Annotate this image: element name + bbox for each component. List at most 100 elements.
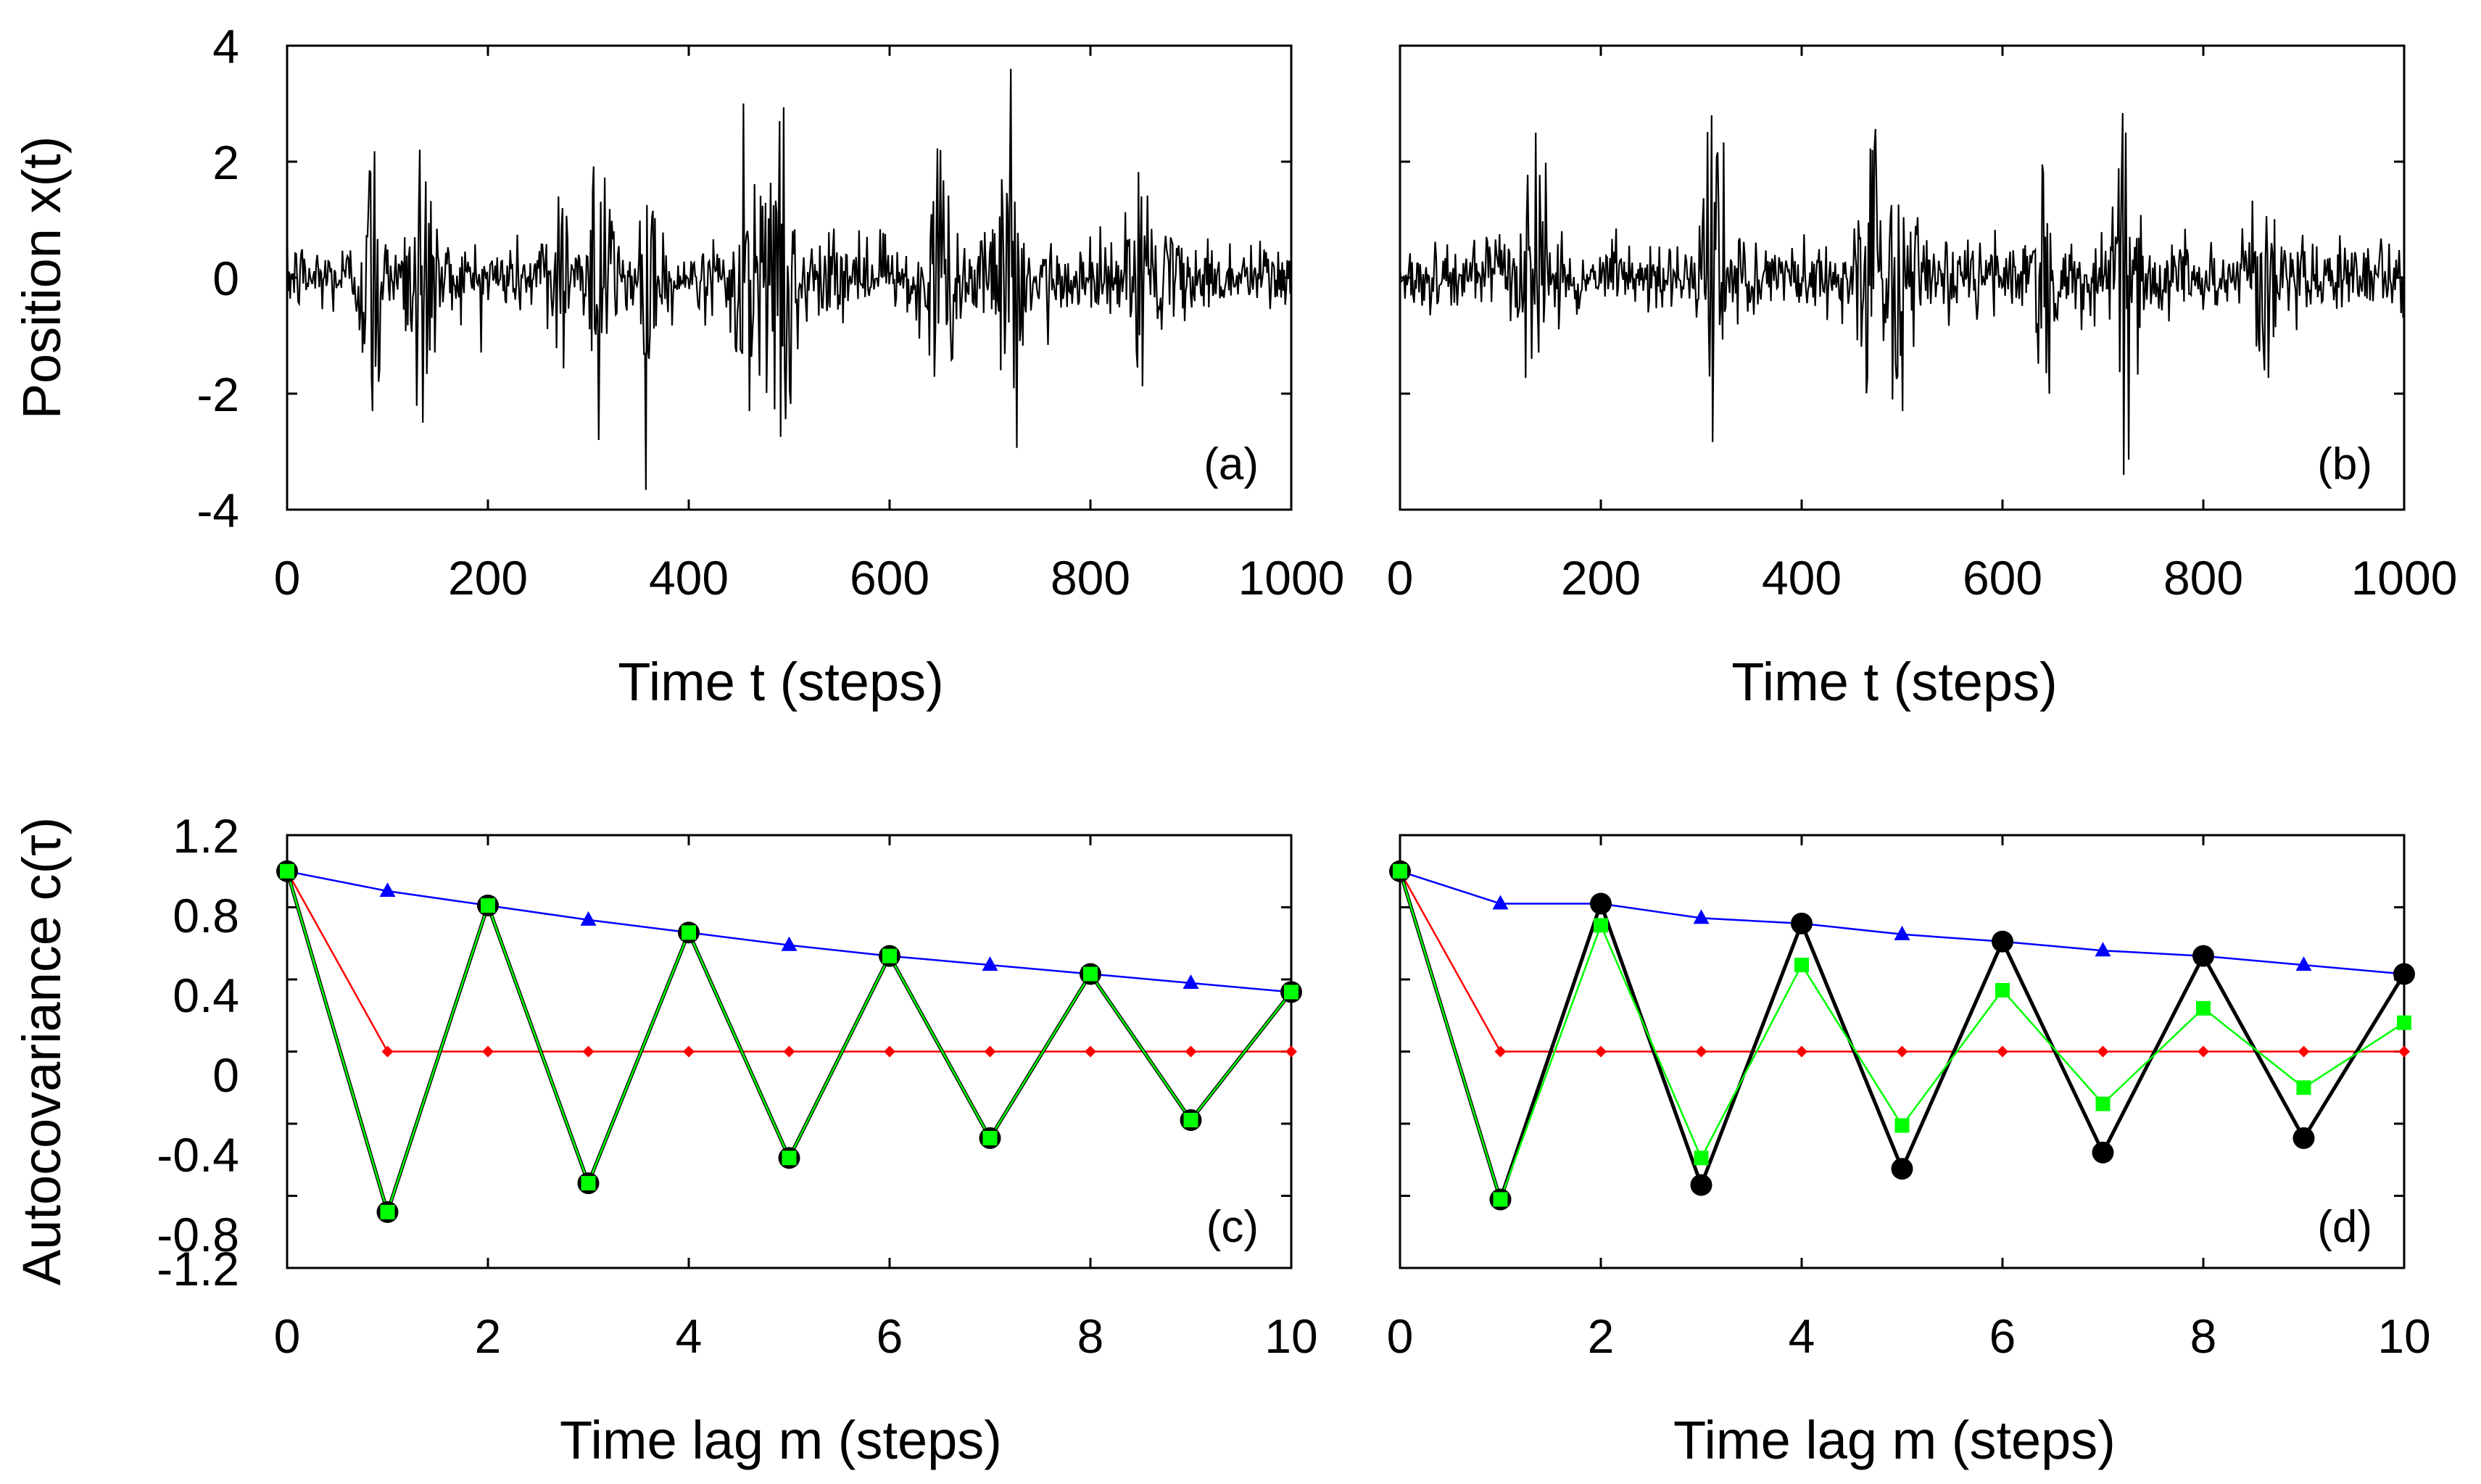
marker-blue-9 [2295, 956, 2312, 971]
marker-red-10 [2398, 1045, 2410, 1058]
series-line-green [1399, 871, 2405, 1203]
panel-a: 4 2 0 -2 -4 0 200 400 600 800 1000 Time … [12, 20, 1344, 712]
panel-c-ytick-6: -1.2 [157, 1242, 239, 1296]
marker-green-1 [380, 1204, 395, 1219]
marker-red-5 [783, 1045, 795, 1058]
marker-green-7 [982, 1130, 998, 1145]
panel-b: 0 200 400 600 800 1000 Time t (steps) (b… [1387, 44, 2458, 712]
marker-green-9 [1183, 1113, 1198, 1128]
panel-d-xtick-0: 0 [1387, 1309, 1414, 1363]
marker-green-3 [581, 1176, 596, 1191]
marker-green-2 [1594, 918, 1608, 933]
marker-green-10 [2397, 1015, 2411, 1030]
marker-blue-3 [580, 911, 597, 926]
marker-green-0 [280, 863, 294, 879]
marker-green-1 [1493, 1192, 1508, 1207]
marker-red-3 [1695, 1045, 1707, 1058]
marker-red-4 [683, 1045, 695, 1058]
marker-red-1 [381, 1045, 394, 1058]
marker-blue-3 [1693, 909, 1710, 924]
panel-c-xtick-2: 4 [676, 1309, 703, 1363]
marker-red-6 [1997, 1045, 2008, 1058]
series-line-blue [1399, 870, 2405, 975]
panel-a-xtick-2: 400 [649, 551, 729, 605]
marker-blue-1 [379, 882, 396, 898]
marker-red-1 [1494, 1045, 1507, 1058]
panel-b-xtick-5: 1000 [2351, 551, 2458, 605]
panel-d: 0 2 4 6 8 10 Time lag m (steps) (d) [1387, 834, 2431, 1470]
marker-red-7 [2097, 1045, 2109, 1058]
panel-b-xtick-2: 400 [1762, 551, 1842, 605]
panel-b-xtick-0: 0 [1387, 551, 1414, 605]
marker-red-2 [482, 1045, 494, 1058]
panel-d-markers [1389, 860, 2415, 1211]
panel-a-ticks [286, 44, 1293, 511]
marker-green-4 [682, 925, 696, 940]
marker-green-7 [2095, 1096, 2111, 1111]
marker-green-6 [882, 948, 897, 963]
marker-black-7 [2092, 1141, 2114, 1164]
panel-a-label: (a) [1204, 439, 1259, 489]
panel-c-ylabel: Autocovariance c(τ) [12, 817, 72, 1285]
panel-a-traces [286, 68, 1293, 490]
panel-c-label: (c) [1206, 1202, 1259, 1252]
panel-a-xtick-4: 800 [1051, 551, 1130, 605]
panel-a-xtick-0: 0 [274, 551, 301, 605]
marker-blue-7 [982, 956, 998, 971]
panel-a-xtick-5: 1000 [1238, 551, 1345, 605]
panel-c-ytick-2: 0.4 [173, 969, 239, 1022]
panel-c: 1.2 0.8 0.4 0 -0.4 -0.8 -1.2 0 2 4 6 8 1… [12, 809, 1318, 1470]
marker-red-3 [582, 1045, 595, 1058]
marker-red-4 [1796, 1045, 1807, 1058]
marker-green-4 [1794, 958, 1809, 973]
marker-blue-5 [1894, 925, 1910, 940]
panel-b-ticks [1399, 44, 2406, 511]
panel-d-label: (d) [2317, 1202, 2372, 1252]
panel-a-xtick-1: 200 [448, 551, 528, 605]
marker-red-7 [984, 1045, 996, 1058]
marker-red-9 [2298, 1045, 2310, 1058]
panel-b-xtick-3: 600 [1963, 551, 2042, 605]
marker-green-3 [1694, 1151, 1709, 1166]
panel-a-ytick-1: 2 [212, 136, 239, 189]
panel-d-xtick-5: 10 [2377, 1309, 2430, 1363]
panel-a-ytick-2: 0 [212, 252, 239, 305]
panel-a-ytick-3: -2 [196, 368, 239, 421]
marker-blue-1 [1492, 895, 1509, 910]
panel-c-ytick-3: 0 [212, 1048, 239, 1102]
series-line-blue [286, 870, 1292, 993]
panel-a-ytick-0: 4 [212, 20, 239, 73]
panel-c-xtick-3: 6 [877, 1309, 903, 1363]
marker-black-2 [1590, 892, 1612, 915]
marker-black-3 [1690, 1174, 1712, 1196]
marker-red-9 [1185, 1045, 1197, 1058]
panel-a-ylabel: Position x(t) [12, 136, 72, 420]
marker-green-8 [1083, 966, 1098, 982]
marker-black-9 [2292, 1127, 2315, 1149]
series-line-x(t) [286, 68, 1293, 490]
panel-d-xtick-1: 2 [1588, 1309, 1615, 1363]
marker-green-5 [782, 1151, 797, 1166]
panel-c-ytick-0: 1.2 [173, 809, 239, 863]
marker-green-9 [2296, 1080, 2311, 1095]
panel-a-xlabel: Time t (steps) [618, 652, 944, 712]
marker-black-5 [1891, 1158, 1913, 1180]
panel-a-ytick-4: -4 [196, 484, 239, 537]
marker-black-10 [2393, 963, 2415, 985]
marker-red-10 [1285, 1045, 1297, 1058]
panel-c-ytick-1: 0.8 [173, 889, 239, 942]
marker-red-2 [1595, 1045, 1607, 1058]
series-line-x(t) [1399, 112, 2406, 476]
marker-red-8 [1085, 1045, 1096, 1058]
panel-c-markers [276, 860, 1302, 1223]
marker-black-6 [1992, 930, 2013, 953]
marker-red-5 [1896, 1045, 1908, 1058]
panel-d-xtick-3: 6 [1989, 1309, 2016, 1363]
marker-green-0 [1393, 863, 1407, 879]
panel-d-xlabel: Time lag m (steps) [1673, 1410, 2116, 1470]
panel-b-xtick-1: 200 [1561, 551, 1641, 605]
marker-black-4 [1791, 912, 1813, 934]
panel-c-ticks [286, 834, 1293, 1269]
marker-green-2 [481, 898, 495, 913]
